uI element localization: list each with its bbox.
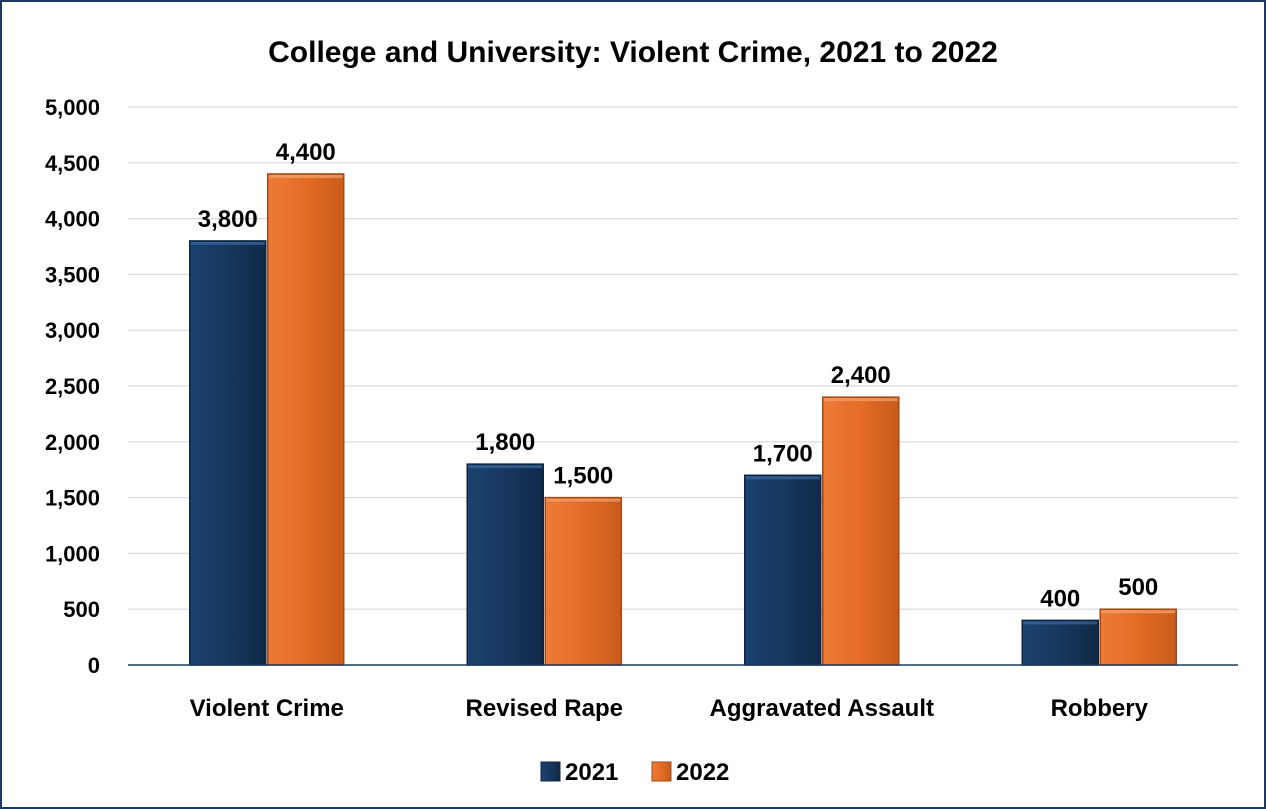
bar-highlight: [1023, 621, 1097, 624]
bar-2022-robbery: [1100, 609, 1176, 665]
legend-swatch-2021: [541, 762, 560, 781]
legend: 2021 2022: [541, 759, 729, 786]
y-tick-label: 2,500: [45, 374, 100, 399]
bar-2022-aggravated-assault: [823, 397, 899, 665]
bar-highlight: [546, 499, 620, 502]
bar-highlight: [824, 398, 898, 401]
bar-highlight: [468, 465, 542, 468]
y-tick-label: 4,500: [45, 151, 100, 176]
data-label: 1,700: [753, 440, 813, 467]
data-label: 400: [1040, 585, 1080, 612]
x-tick-label: Revised Rape: [466, 695, 623, 722]
legend-label-2021: 2021: [565, 759, 618, 786]
data-label: 4,400: [276, 139, 336, 166]
bar-highlight: [1101, 610, 1175, 613]
legend-swatch-2022: [652, 762, 671, 781]
bar-highlight: [746, 476, 820, 479]
x-tick-label: Violent Crime: [190, 695, 344, 722]
x-axis: Violent Crime Revised Rape Aggravated Assa…: [128, 665, 1238, 722]
x-tick-label: Robbery: [1051, 695, 1149, 722]
bar-highlight: [269, 175, 343, 178]
y-tick-label: 2,000: [45, 430, 100, 455]
data-label: 2,400: [831, 362, 891, 389]
bar-2022-revised-rape: [545, 498, 621, 665]
data-label: 1,500: [553, 463, 613, 490]
bar-2021-robbery: [1022, 620, 1098, 665]
chart-title: College and University: Violent Crime, 2…: [268, 36, 998, 69]
y-tick-label: 500: [63, 597, 100, 622]
y-tick-label: 3,500: [45, 262, 100, 287]
legend-label-2022: 2022: [676, 759, 729, 786]
data-label: 1,800: [475, 429, 535, 456]
bar-2022-violent-crime: [268, 174, 344, 665]
y-tick-label: 0: [88, 653, 100, 678]
bars: [190, 174, 1177, 665]
bar-2021-revised-rape: [467, 464, 543, 665]
y-axis-ticks: 0 500 1,000 1,500 2,000 2,500 3,000 3,500 4,000 4…: [45, 95, 100, 678]
x-tick-label: Aggravated Assault: [709, 695, 934, 722]
bar-highlight: [191, 242, 265, 245]
y-tick-label: 5,000: [45, 95, 100, 120]
bar-2021-violent-crime: [190, 241, 266, 665]
data-label: 500: [1118, 574, 1158, 601]
bar-2021-aggravated-assault: [745, 475, 821, 665]
data-label: 3,800: [198, 206, 258, 233]
y-tick-label: 3,000: [45, 318, 100, 343]
y-tick-label: 4,000: [45, 207, 100, 232]
y-tick-label: 1,500: [45, 486, 100, 511]
y-tick-label: 1,000: [45, 541, 100, 566]
